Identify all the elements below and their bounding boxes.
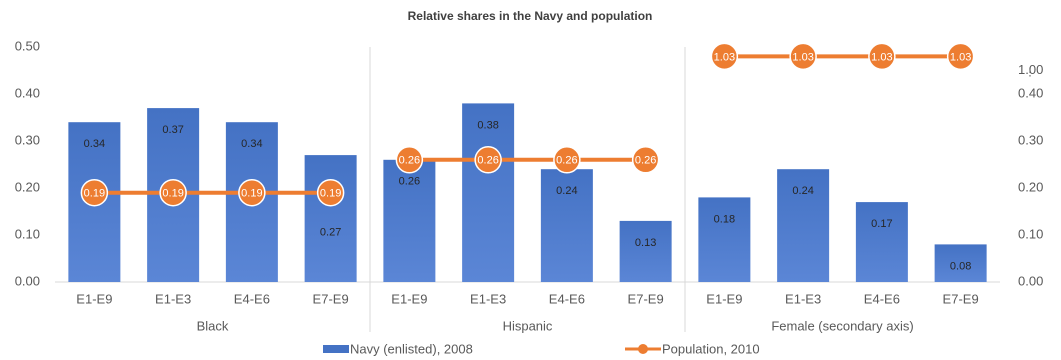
line-value-label: 1.03: [871, 51, 892, 63]
line-marker: [789, 42, 817, 71]
line-value-label: 0.19: [84, 188, 105, 200]
bar-value-label: 0.17: [871, 218, 892, 230]
x-tick-label: E4-E6: [549, 291, 585, 306]
line-marker: [631, 146, 660, 174]
bar-value-label: 0.34: [241, 138, 262, 150]
y-tick-label: 0.00: [15, 273, 40, 288]
legend-label: Population, 2010: [662, 341, 760, 356]
line-value-label: 1.03: [714, 51, 735, 63]
legend-marker: [638, 344, 648, 354]
y2-tick-label: 0.00: [1018, 273, 1043, 288]
bar-value-label: 0.37: [162, 124, 183, 136]
bar-value-label: 0.34: [84, 138, 105, 150]
line-marker: [80, 178, 109, 207]
group-label: Black: [197, 318, 229, 333]
bar-value-label: 0.13: [635, 237, 656, 249]
axis-break: ⋮: [1025, 66, 1036, 78]
line-value-label: 1.03: [792, 51, 813, 63]
y-tick-label: 0.30: [15, 132, 40, 147]
bar-value-label: 0.24: [792, 185, 813, 197]
y2-tick-label: 0.10: [1018, 226, 1043, 241]
x-tick-label: E1-E3: [470, 291, 506, 306]
x-tick-label: E1-E3: [785, 291, 821, 306]
x-tick-label: E1-E9: [76, 291, 112, 306]
line-marker: [710, 42, 739, 71]
line-marker: [395, 146, 424, 174]
y2-tick-label: 0.30: [1018, 132, 1043, 147]
y2-tick-label: 0.20: [1018, 179, 1043, 194]
bar: [383, 159, 436, 282]
line-value-label: 1.03: [950, 51, 971, 63]
x-tick-label: E7-E9: [943, 291, 979, 306]
line-marker: [316, 178, 345, 207]
y2-tick-label: 1.00: [1018, 62, 1043, 77]
line-value-label: 0.19: [320, 188, 341, 200]
line-value-label: 0.19: [241, 188, 262, 200]
line-marker: [946, 42, 975, 71]
bar: [619, 220, 672, 282]
x-tick-label: E1-E3: [155, 291, 191, 306]
x-tick-label: E4-E6: [234, 291, 270, 306]
bar-value-label: 0.18: [714, 213, 735, 225]
bar-value-label: 0.27: [320, 227, 341, 239]
bar: [698, 197, 751, 282]
chart-title: Relative shares in the Navy and populati…: [408, 9, 653, 23]
line-value-label: 0.19: [162, 188, 183, 200]
y-tick-label: 0.10: [15, 226, 40, 241]
bar: [855, 202, 908, 282]
x-tick-label: E4-E6: [864, 291, 900, 306]
bar: [304, 155, 357, 282]
y2-tick-label: 0.40: [1018, 85, 1043, 100]
bar-value-label: 0.26: [399, 176, 420, 188]
bar-value-label: 0.08: [950, 260, 971, 272]
legend-swatch: [323, 345, 349, 353]
line-marker: [474, 146, 502, 174]
group-label: Female (secondary axis): [771, 318, 913, 333]
bar: [462, 103, 515, 283]
bar: [934, 244, 987, 282]
line-value-label: 0.26: [556, 155, 577, 167]
line-value-label: 0.26: [477, 155, 498, 167]
line-marker: [868, 42, 896, 71]
bar-value-label: 0.38: [477, 119, 498, 131]
line-marker: [159, 178, 187, 207]
line-value-label: 0.26: [635, 155, 656, 167]
line-value-label: 0.26: [399, 155, 420, 167]
group-label: Hispanic: [503, 318, 553, 333]
line-marker: [238, 178, 266, 207]
x-tick-label: E1-E9: [391, 291, 427, 306]
x-tick-label: E7-E9: [628, 291, 664, 306]
line-marker: [553, 146, 581, 174]
bar: [777, 169, 830, 282]
y-tick-label: 0.50: [15, 38, 40, 53]
x-tick-label: E7-E9: [313, 291, 349, 306]
y-tick-label: 0.20: [15, 179, 40, 194]
bar: [540, 169, 593, 282]
legend-label: Navy (enlisted), 2008: [350, 341, 473, 356]
y-tick-label: 0.40: [15, 85, 40, 100]
bar-value-label: 0.24: [556, 185, 577, 197]
x-tick-label: E1-E9: [706, 291, 742, 306]
